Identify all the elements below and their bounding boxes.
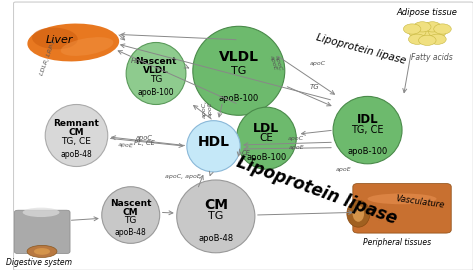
Text: Fatty acids: Fatty acids (411, 53, 453, 62)
Text: apoC,: apoC, (202, 100, 207, 118)
Circle shape (419, 35, 436, 46)
Text: Digestive system: Digestive system (6, 258, 72, 267)
Text: Adipose tissue: Adipose tissue (397, 8, 458, 17)
Circle shape (424, 22, 441, 32)
Circle shape (428, 27, 446, 37)
Text: CM: CM (123, 208, 138, 217)
Text: CM: CM (204, 198, 228, 212)
Ellipse shape (237, 107, 296, 169)
Text: VLDL: VLDL (143, 66, 169, 75)
Text: PL, CE: PL, CE (134, 140, 155, 146)
Text: apoB-48: apoB-48 (115, 228, 146, 237)
Text: apoB-48: apoB-48 (198, 234, 233, 243)
Text: HDL: HDL (198, 136, 229, 149)
Text: LDL: LDL (253, 122, 280, 136)
Ellipse shape (333, 96, 402, 164)
FancyBboxPatch shape (353, 183, 451, 233)
Ellipse shape (187, 121, 240, 172)
Text: apoB-100: apoB-100 (246, 153, 286, 162)
Text: Liver: Liver (46, 35, 73, 45)
Ellipse shape (32, 28, 78, 49)
Text: Lipoprotein lipase: Lipoprotein lipase (315, 33, 407, 66)
Ellipse shape (353, 206, 364, 222)
Text: TG: TG (208, 211, 224, 221)
Circle shape (409, 34, 426, 44)
Text: LDLR, LRP-1: LDLR, LRP-1 (39, 39, 57, 76)
Text: apoB-100: apoB-100 (347, 147, 388, 156)
Ellipse shape (27, 245, 57, 257)
Ellipse shape (367, 193, 437, 204)
Text: apoC: apoC (273, 54, 283, 71)
Text: apoC, apoE: apoC, apoE (165, 174, 201, 179)
Text: Peripheral tissues: Peripheral tissues (364, 238, 431, 247)
Text: apoC: apoC (136, 135, 153, 141)
Text: apoC: apoC (310, 61, 326, 66)
Ellipse shape (126, 43, 186, 105)
Text: Nascent: Nascent (110, 199, 152, 208)
Ellipse shape (23, 208, 59, 217)
Circle shape (434, 24, 451, 34)
Text: Remnant: Remnant (54, 119, 100, 128)
Ellipse shape (193, 26, 285, 115)
Ellipse shape (102, 187, 160, 243)
Circle shape (403, 24, 421, 34)
Text: CM: CM (69, 128, 84, 137)
Text: Nascent: Nascent (135, 57, 177, 66)
Text: apoB-100: apoB-100 (219, 94, 259, 103)
Text: CE: CE (259, 133, 273, 143)
Text: VLDL: VLDL (219, 50, 259, 64)
Ellipse shape (34, 248, 50, 255)
Ellipse shape (27, 24, 119, 62)
Ellipse shape (177, 180, 255, 253)
Text: Vasculature: Vasculature (395, 194, 446, 209)
Text: CE: CE (241, 150, 250, 156)
Text: apoE: apoE (208, 101, 213, 117)
Text: apoE: apoE (288, 145, 304, 150)
Circle shape (413, 22, 431, 32)
Text: HL: HL (131, 58, 140, 64)
Ellipse shape (45, 105, 108, 166)
Text: TG: TG (231, 66, 246, 76)
Text: apoB-48: apoB-48 (61, 150, 92, 159)
Text: TG, CE: TG, CE (351, 125, 384, 135)
Text: apoE: apoE (118, 143, 134, 149)
FancyBboxPatch shape (14, 210, 70, 254)
Text: apoE: apoE (269, 54, 278, 71)
Circle shape (409, 27, 426, 37)
Circle shape (428, 34, 446, 44)
Text: TG, CE: TG, CE (62, 137, 91, 146)
Text: TG: TG (150, 75, 162, 84)
Text: IDL: IDL (357, 114, 378, 127)
Text: apoC: apoC (288, 136, 304, 141)
Text: TG: TG (310, 84, 319, 90)
Text: TG: TG (125, 216, 137, 225)
Text: apoE: apoE (336, 167, 352, 172)
Text: apoB-100: apoB-100 (138, 88, 174, 97)
Ellipse shape (61, 37, 113, 56)
Text: Lipoprotein lipase: Lipoprotein lipase (234, 153, 400, 228)
Ellipse shape (347, 200, 370, 227)
Circle shape (419, 29, 436, 40)
